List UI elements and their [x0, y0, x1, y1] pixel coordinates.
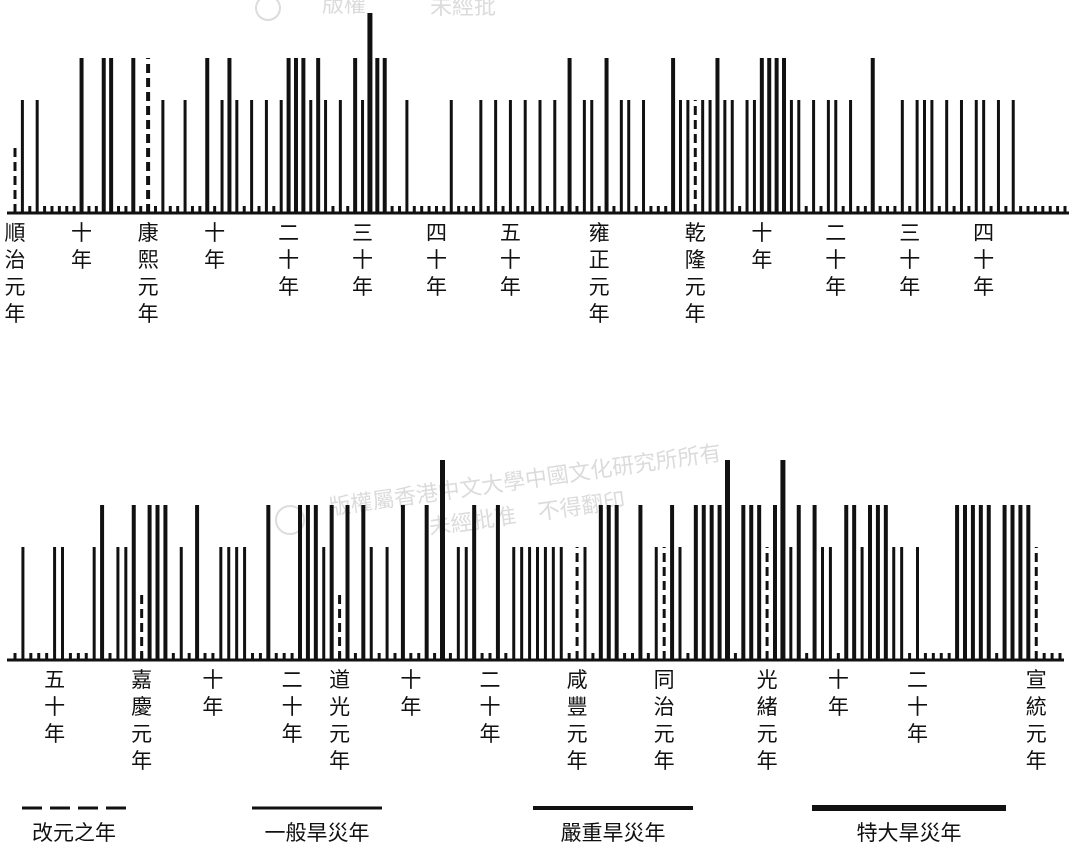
tick-label: 二十年 — [907, 668, 928, 746]
chart-panel-bottom: 五十年 嘉慶元年 十年 二十年 道光元年 十年 二十年 咸豐元年 同治元年 光緒元年 十年 二十年 宣統… — [7, 460, 1064, 773]
tick-label: 咸豐元年 — [567, 668, 588, 773]
tick-label: 同治元年 — [654, 668, 675, 773]
tick-label: 二十年 — [480, 668, 501, 746]
tick-label: 五十年 — [44, 668, 65, 746]
tick-label: 雍正元年 — [589, 221, 610, 326]
tick-label: 宣統元年 — [1026, 668, 1047, 773]
tick-label: 十年 — [204, 221, 225, 272]
tick-label: 三十年 — [352, 221, 373, 299]
tick-label: 五十年 — [500, 221, 521, 299]
tick-label: 十年 — [202, 668, 223, 719]
tick-label: 光緒元年 — [757, 668, 778, 773]
tick-label: 二十年 — [825, 221, 846, 299]
legend: 改元之年 一般旱災年 嚴重旱災年 特大旱災年 — [22, 805, 1006, 845]
watermark-text: 未經批 — [430, 0, 496, 20]
tick-label: 康熙元年 — [138, 221, 159, 326]
legend-label: 改元之年 — [32, 821, 116, 845]
tick-label: 十年 — [71, 221, 92, 272]
tick-label: 三十年 — [899, 221, 920, 299]
tick-label: 乾隆元年 — [685, 221, 706, 326]
watermark-text: 版權 — [322, 0, 366, 18]
tick-label: 十年 — [751, 221, 772, 272]
tick-label: 四十年 — [973, 221, 994, 299]
tick-label: 十年 — [828, 668, 849, 719]
legend-label: 特大旱災年 — [857, 821, 962, 845]
tick-label: 二十年 — [282, 668, 303, 746]
legend-label: 一般旱災年 — [265, 821, 370, 845]
watermark-seal-icon — [255, 0, 281, 21]
legend-label: 嚴重旱災年 — [561, 821, 666, 845]
chart-panel-top: 順治元年 十年 康熙元年 十年 二十年 三十年 四十年 五十年 雍正元年 乾隆元年 十年 二十年 三十年… — [5, 13, 1069, 326]
tick-label: 十年 — [400, 668, 421, 719]
watermark-seal-icon — [275, 505, 305, 535]
tick-label: 二十年 — [278, 221, 299, 299]
tick-label: 道光元年 — [329, 668, 350, 773]
tick-label: 順治元年 — [5, 221, 26, 326]
tick-label: 嘉慶元年 — [131, 668, 152, 773]
tick-label: 四十年 — [426, 221, 447, 299]
